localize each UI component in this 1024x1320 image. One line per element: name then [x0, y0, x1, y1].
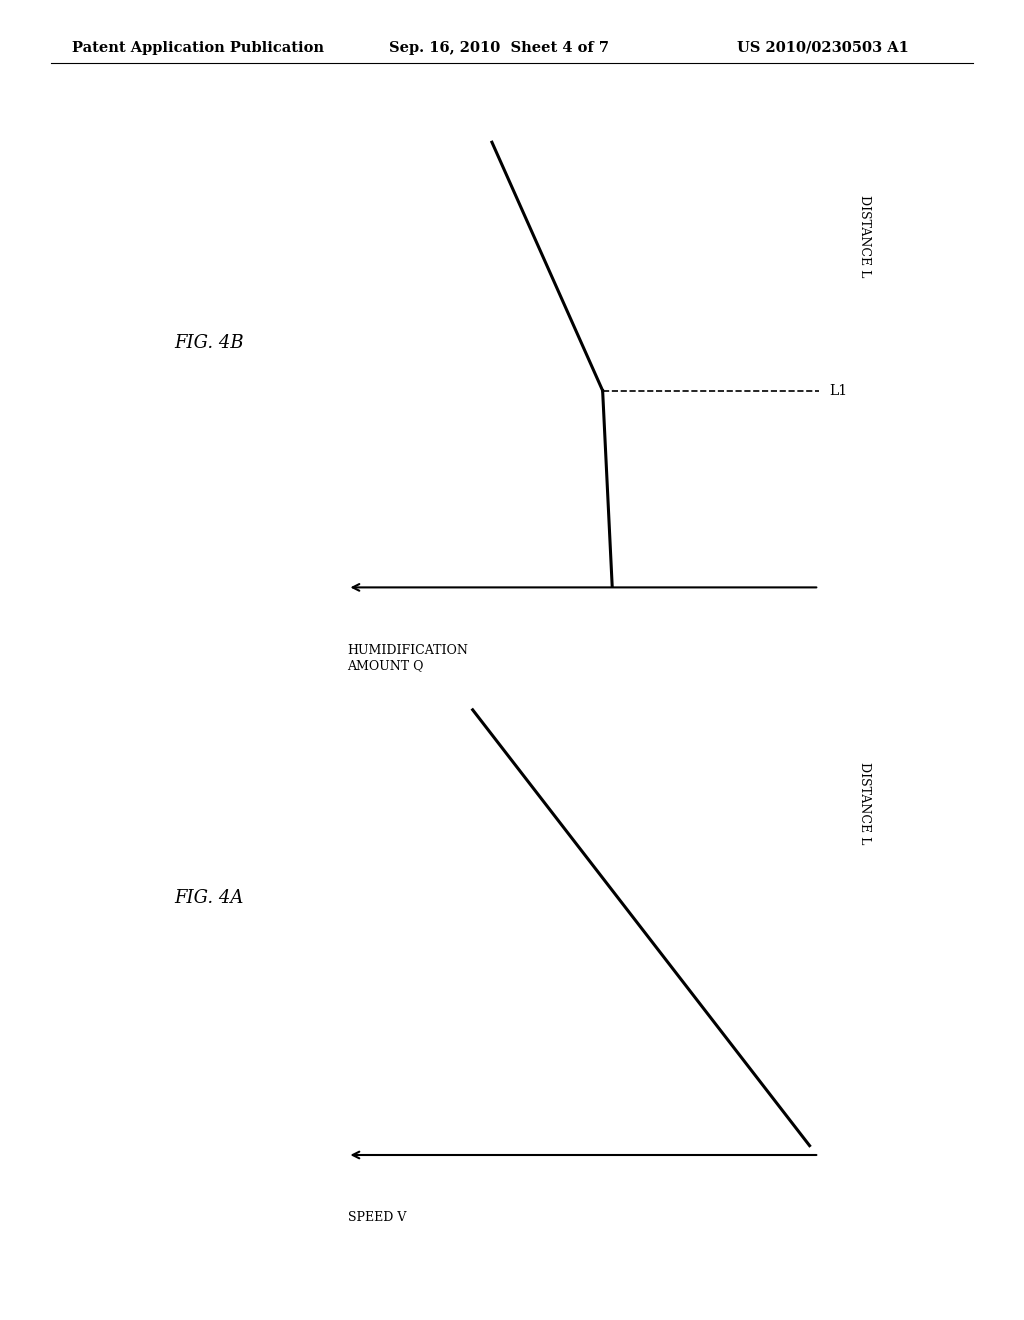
Text: DISTANCE L: DISTANCE L	[858, 763, 870, 845]
Text: SPEED V: SPEED V	[347, 1212, 406, 1224]
Text: FIG. 4B: FIG. 4B	[174, 334, 244, 352]
Text: L1: L1	[828, 384, 847, 397]
Text: US 2010/0230503 A1: US 2010/0230503 A1	[737, 41, 909, 55]
Text: Patent Application Publication: Patent Application Publication	[72, 41, 324, 55]
Text: FIG. 4A: FIG. 4A	[174, 888, 244, 907]
Text: HUMIDIFICATION
AMOUNT Q: HUMIDIFICATION AMOUNT Q	[347, 644, 468, 672]
Text: Sep. 16, 2010  Sheet 4 of 7: Sep. 16, 2010 Sheet 4 of 7	[389, 41, 609, 55]
Text: DISTANCE L: DISTANCE L	[858, 195, 870, 277]
